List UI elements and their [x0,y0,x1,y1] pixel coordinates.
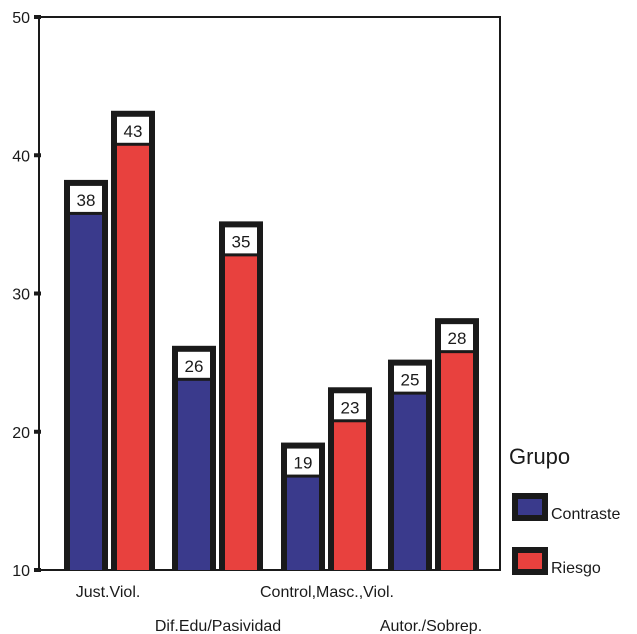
legend-swatch-riesgo [518,553,542,569]
bar-value-label: 25 [401,371,420,390]
bar-value-label: 28 [448,329,467,348]
bar-label-box [287,448,319,475]
bar-value-label: 35 [232,232,251,251]
x-category-label: Just.Viol. [76,584,141,601]
bar-value-label: 19 [294,454,313,473]
y-tick-label: 30 [12,287,30,304]
bar-label-box [117,116,149,143]
legend-label: Riesgo [551,560,601,577]
bar-label-box [70,185,102,212]
bar-label-box [334,393,366,420]
y-axis: 10 20 30 40 50 [12,10,41,580]
bar-value-label: 38 [77,191,96,210]
bar-label-box [441,324,473,351]
bar-riesgo [225,256,257,570]
x-category-label: Dif.Edu/Pasividad [155,618,281,634]
legend-swatch-contraste [518,499,542,515]
legend: Grupo Contraste Riesgo [509,444,620,577]
y-tick-label: 40 [12,148,30,165]
bar-contraste [287,477,319,570]
value-labels-layer: 38 43 26 35 19 23 25 28 [77,122,467,473]
bar-value-label: 23 [341,398,360,417]
bar-label-box [178,351,210,378]
bar-value-label: 43 [124,122,143,141]
y-tick-label: 50 [12,10,30,27]
bar-label-box [225,227,257,254]
x-category-label: Autor./Sobrep. [380,618,482,634]
x-category-label: Control,Masc.,Viol. [260,584,394,601]
bar-value-label: 26 [185,357,204,376]
y-tick-label: 20 [12,425,30,442]
bar-riesgo [441,353,473,570]
bar-riesgo [117,145,149,570]
bars-layer [64,110,479,571]
bar-riesgo [334,422,366,570]
bar-contraste [178,380,210,570]
y-tick-label: 10 [12,563,30,580]
bar-label-box [394,365,426,392]
bar-contraste [70,214,102,570]
bar-contraste [394,394,426,570]
legend-title: Grupo [509,444,570,469]
x-axis: Just.Viol. Dif.Edu/Pasividad Control,Masc.… [76,584,482,634]
legend-label: Contraste [551,506,620,523]
